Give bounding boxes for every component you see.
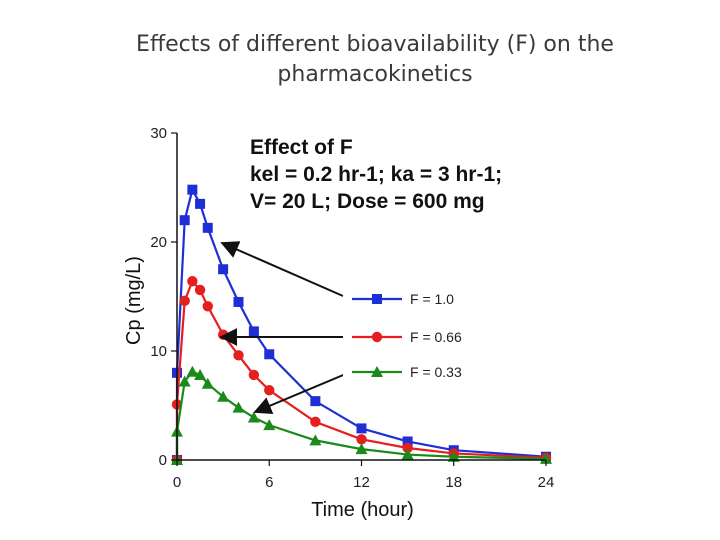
data-point [356,434,367,445]
data-point [232,401,245,413]
legend-label: F = 1.0 [410,291,454,307]
y-axis-label: Cp (mg/L) [123,256,145,345]
slide-title-line1: Effects of different bioavailability (F)… [136,32,614,57]
data-point [217,390,230,402]
arrow-1 [220,241,344,297]
data-point [195,198,206,209]
data-point [402,442,413,454]
data-point [248,369,260,381]
annotation-line-1: Effect of F [250,136,353,159]
data-point [309,434,322,446]
legend-item-2: F = 0.66 [352,329,462,345]
x-tick-label: 18 [445,474,462,491]
data-point [233,296,244,307]
data-point [187,184,198,195]
slide-title: Effects of different bioavailability (F)… [60,30,690,90]
data-point [540,452,552,464]
data-point [264,349,275,360]
data-point [401,448,414,460]
data-point [248,326,259,337]
x-tick-label: 6 [265,474,273,491]
y-tick-label: 0 [159,452,167,469]
data-point [355,443,368,455]
legend-marker [371,331,383,343]
legend-arrows [219,241,349,415]
plot-area [171,184,552,466]
data-point [356,423,367,434]
legend-item-3: F = 0.33 [352,364,462,380]
data-point [178,375,191,387]
data-point [179,295,190,307]
data-point [194,284,206,296]
arrow-3 [253,372,349,415]
data-point [247,411,260,423]
x-axis-label: Time (hour) [311,499,414,521]
data-point [217,329,229,340]
legend-label: F = 0.66 [410,329,462,345]
y-tick-label: 10 [150,343,167,360]
y-tick-label: 20 [150,234,167,251]
data-point [179,215,190,226]
annotation-line-2: kel = 0.2 hr-1; ka = 3 hr-1; [250,163,502,186]
legend-marker [372,294,382,304]
data-point [218,264,229,275]
legend-label: F = 0.33 [410,364,462,380]
y-tick-label: 30 [150,125,167,142]
data-point [186,365,199,377]
legend-marker [371,366,383,377]
data-point [233,350,244,361]
chart-annotation: Effect of F kel = 0.2 hr-1; ka = 3 hr-1; V… [250,136,502,213]
data-point [447,450,460,462]
data-point [187,276,198,287]
legend: F = 1.0 F = 0.66 F = 0.33 [343,282,493,394]
data-point [201,377,214,389]
data-point [263,419,276,431]
axes: 0 10 20 30 0 6 12 18 24 Time (hour) Cp (mg/L) [123,125,554,521]
x-tick-label: 24 [538,474,555,491]
data-point [194,368,207,380]
x-tick-label: 0 [173,474,181,491]
data-point [310,416,321,428]
data-point [202,222,213,233]
slide-title-line2: pharmacokinetics [277,62,473,87]
x-tick-label: 12 [353,474,370,491]
annotation-line-3: V= 20 L; Dose = 600 mg [250,190,485,213]
legend-item-1: F = 1.0 [352,291,454,307]
data-point [264,385,275,396]
data-point [402,436,413,447]
data-point [202,301,213,312]
data-point [310,396,321,407]
series-3 [171,365,552,465]
